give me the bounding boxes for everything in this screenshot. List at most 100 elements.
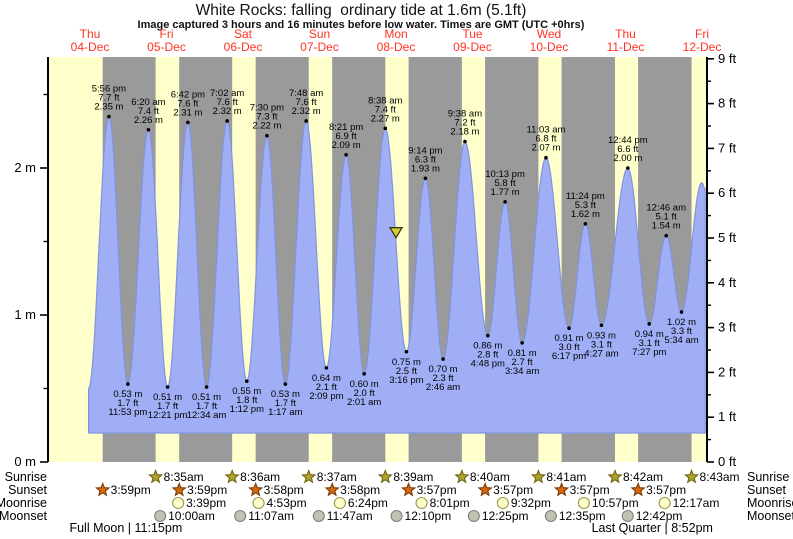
- axis-right-tick-label: 7 ft: [718, 140, 736, 155]
- moonrise-icon: [415, 496, 428, 510]
- tide-low-time: 6:17 pm: [552, 351, 586, 362]
- tide-high-time: 6:42 pm: [171, 89, 205, 100]
- tide-high-m: 2.00 m: [613, 153, 642, 164]
- tide-point-dot: [344, 152, 348, 157]
- sunrise-time: 8:41am: [546, 470, 586, 484]
- tide-low-m: 0.60 m: [350, 379, 379, 390]
- sunrise-time: 8:43am: [700, 470, 740, 484]
- day-label-dow: Fri: [695, 27, 709, 41]
- moonrise-icon: [496, 496, 509, 510]
- astro-row-label-right: Sunset: [747, 483, 786, 497]
- tide-low-m: 0.55 m: [232, 386, 261, 397]
- tide-high-ft: 5.8 ft: [495, 178, 516, 189]
- tide-low-time: 2:09 pm: [309, 391, 343, 402]
- sunrise-icon: [147, 468, 164, 484]
- tide-high-time: 8:38 am: [368, 95, 402, 106]
- tide-high-time: 5:56 pm: [92, 84, 126, 95]
- moonrise-time: 12:17am: [673, 496, 720, 510]
- sunset-time: 3:59pm: [187, 483, 227, 497]
- tide-low-ft: 2.7 ft: [512, 357, 533, 368]
- day-label-date: 09-Dec: [453, 40, 492, 54]
- tide-low-m: 0.70 m: [429, 364, 458, 375]
- day-label-dow: Tue: [462, 27, 483, 41]
- tide-high-m: 1.77 m: [491, 187, 520, 198]
- tide-low-time: 1:17 am: [268, 407, 302, 418]
- tide-point-dot: [225, 119, 229, 123]
- axis-right-tick-label: 5 ft: [718, 230, 736, 245]
- axis-right-tick-label: 8 ft: [718, 96, 736, 111]
- sunrise-time: 8:36am: [240, 470, 280, 484]
- tide-low-ft: 2.3 ft: [433, 373, 454, 384]
- axis-right-tick-label: 4 ft: [718, 275, 736, 290]
- sunset-time: 3:58pm: [340, 483, 380, 497]
- moon-phase-label: Last Quarter | 8:52pm: [592, 521, 713, 535]
- tide-low-m: 0.51 m: [192, 392, 221, 403]
- day-label-dow: Thu: [615, 27, 636, 41]
- tide-high-m: 2.07 m: [531, 143, 560, 154]
- tide-high-m: 2.26 m: [134, 115, 163, 126]
- tide-low-ft: 1.7 ft: [275, 398, 296, 409]
- moonset-icon: [621, 509, 634, 523]
- day-label-date: 06-Dec: [224, 40, 263, 54]
- moonrise-icon: [658, 496, 671, 510]
- day-label-date: 04-Dec: [71, 40, 110, 54]
- tide-low-m: 0.91 m: [555, 333, 584, 344]
- tide-low-time: 5:34 am: [664, 335, 698, 346]
- tide-point-dot: [186, 120, 190, 125]
- tide-high-m: 2.09 m: [332, 140, 361, 151]
- tide-high-m: 2.32 m: [292, 106, 321, 117]
- tide-point-dot: [441, 357, 445, 361]
- moonset-icon: [234, 509, 247, 523]
- tide-high-ft: 7.2 ft: [454, 118, 475, 129]
- tide-low-time: 12:34 am: [187, 410, 227, 421]
- tide-low-ft: 1.7 ft: [196, 401, 217, 412]
- astro-row-label-left: Sunset: [8, 483, 47, 497]
- astro-row-label-right: Moonset: [747, 509, 793, 523]
- tide-high-ft: 6.9 ft: [336, 131, 357, 142]
- sunset-time: 3:59pm: [111, 483, 151, 497]
- day-label-dow: Sun: [309, 27, 330, 41]
- tide-low-time: 4:27 am: [584, 348, 618, 359]
- astro-row-label-left: Sunrise: [5, 470, 47, 484]
- moonset-time: 12:35pm: [559, 509, 606, 523]
- sunset-icon: [630, 481, 646, 497]
- moonset-icon: [390, 509, 403, 523]
- tide-high-m: 1.62 m: [571, 209, 600, 220]
- tide-point-dot: [107, 114, 111, 119]
- tide-high-ft: 7.6 ft: [217, 97, 238, 108]
- tide-high-ft: 7.3 ft: [256, 112, 277, 123]
- tide-point-dot: [664, 233, 668, 238]
- sunset-icon: [553, 481, 570, 497]
- tide-low-m: 0.53 m: [271, 389, 300, 400]
- moonset-time: 12:10pm: [405, 509, 452, 523]
- sunset-icon: [171, 481, 187, 497]
- tide-point-dot: [626, 166, 630, 170]
- sunrise-icon: [224, 468, 240, 484]
- tide-low-ft: 2.1 ft: [316, 382, 337, 393]
- tide-low-time: 3:16 pm: [389, 375, 423, 386]
- sunset-icon: [248, 481, 264, 497]
- day-label-dow: Mon: [384, 27, 407, 41]
- sunset-time: 3:57pm: [646, 483, 686, 497]
- day-label-date: 10-Dec: [530, 40, 569, 54]
- tide-high-time: 7:30 pm: [250, 103, 284, 114]
- tide-point-dot: [647, 322, 652, 326]
- tide-low-time: 2:46 am: [426, 382, 460, 393]
- chart-subtitle: Image captured 3 hours and 16 minutes be…: [137, 19, 585, 31]
- tide-high-ft: 5.3 ft: [575, 200, 596, 211]
- tide-low-ft: 2.8 ft: [477, 350, 498, 361]
- day-label-dow: Wed: [537, 27, 561, 41]
- tide-high-time: 12:44 pm: [608, 135, 648, 146]
- tide-high-time: 11:03 am: [527, 125, 566, 136]
- tide-low-m: 0.64 m: [312, 373, 341, 384]
- astro-row-label-right: Moonrise: [747, 496, 793, 510]
- tide-high-time: 6:20 am: [131, 97, 165, 108]
- moonrise-icon: [252, 496, 265, 510]
- tide-high-time: 9:14 pm: [408, 145, 442, 156]
- tide-point-dot: [679, 310, 684, 314]
- tide-low-m: 0.93 m: [587, 330, 616, 341]
- moonset-time: 12:25pm: [482, 509, 529, 523]
- astro-row-label-left: Moonrise: [0, 496, 47, 510]
- axis-left-tick-label: 0 m: [14, 454, 36, 469]
- tide-point-dot: [304, 119, 308, 123]
